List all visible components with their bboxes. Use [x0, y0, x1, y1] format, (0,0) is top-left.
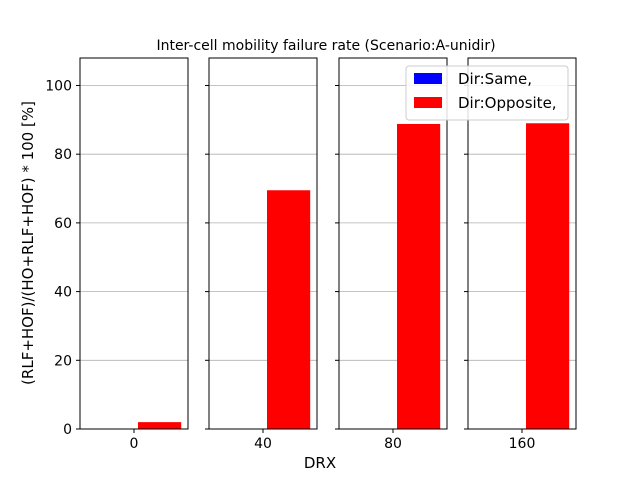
legend-label-same: Dir:Same,	[458, 70, 532, 88]
y-axis-ticks: 0 20 40 60 80 100	[45, 78, 72, 438]
bar-opposite-drx-160	[526, 123, 570, 429]
subplot-drx-0: 0	[76, 57, 189, 452]
chart-title: Inter-cell mobility failure rate (Scenar…	[156, 38, 495, 54]
bar-opposite-drx-40	[267, 190, 311, 429]
subplots: 0 40 80 160	[76, 57, 577, 452]
bar-opposite-drx-80	[397, 123, 441, 429]
y-tick-label: 60	[54, 216, 72, 232]
y-axis-label: (RLF+HOF)/(HO+RLF+HOF) * 100 [%]	[19, 101, 37, 385]
y-tick-label: 20	[54, 353, 72, 369]
legend-swatch-opposite	[414, 97, 442, 108]
x-tick-label: 160	[509, 436, 536, 452]
y-tick-label: 100	[45, 78, 72, 94]
x-tick-label: 40	[254, 436, 272, 452]
legend-swatch-same	[414, 73, 442, 84]
legend: Dir:Same, Dir:Opposite,	[405, 65, 569, 121]
y-tick-label: 0	[63, 422, 72, 438]
subplot-frame	[79, 57, 189, 430]
subplot-drx-40: 40	[205, 57, 318, 452]
subplot-drx-80: 80	[335, 57, 448, 452]
subplot-drx-160: 160	[464, 57, 577, 452]
x-axis-label: DRX	[304, 454, 336, 472]
legend-frame	[405, 65, 569, 121]
y-tick-label: 80	[54, 147, 72, 163]
x-tick-label: 80	[384, 436, 402, 452]
legend-label-opposite: Dir:Opposite,	[458, 94, 557, 112]
x-tick-label: 0	[130, 436, 139, 452]
bar-opposite-drx-0	[138, 422, 182, 429]
y-tick-label: 40	[54, 285, 72, 301]
